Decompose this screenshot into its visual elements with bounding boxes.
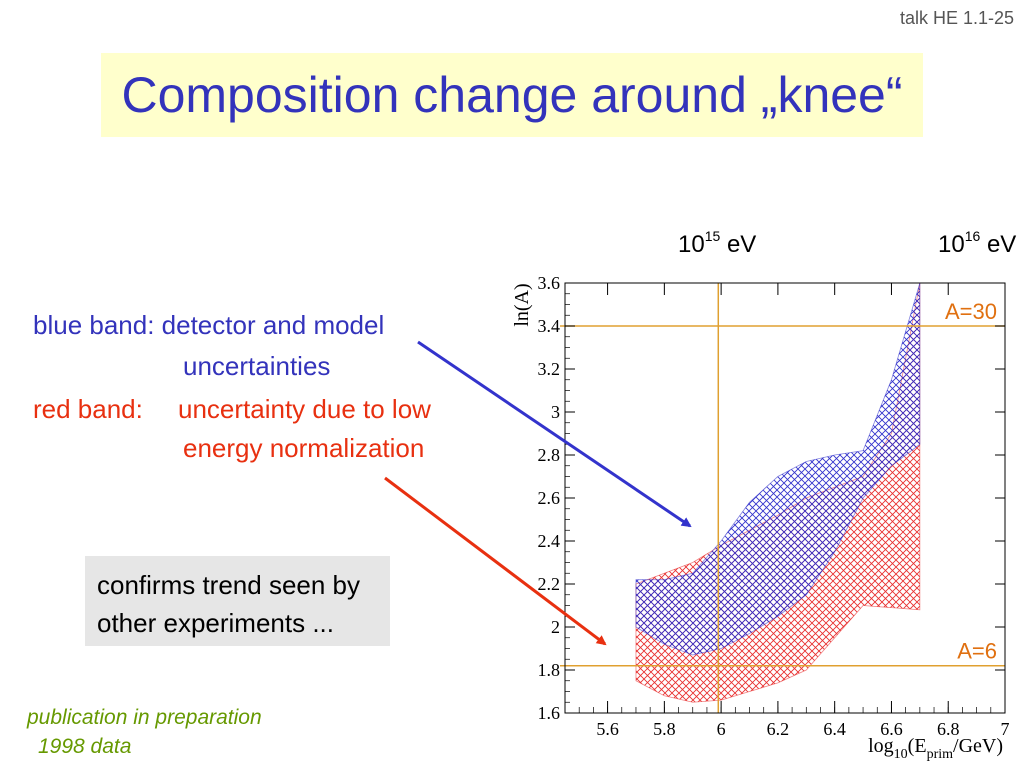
y-tick-label: 2.2 (538, 574, 561, 594)
blue-arrow (417, 340, 692, 528)
x-tick-label: 7 (1001, 719, 1010, 739)
y-tick-label: 3.4 (538, 316, 561, 336)
y-tick-label: 1.8 (538, 660, 561, 680)
energy-label-1e15: 1015 eV (678, 228, 757, 259)
energy-label-1e16: 1016 eV (938, 228, 1017, 259)
y-tick-label: 2.4 (538, 531, 561, 551)
y-tick-label: 2.6 (538, 488, 561, 508)
y-tick-label: 3.2 (538, 359, 561, 379)
publication-line-2: 1998 data (38, 735, 132, 758)
red-band-continuation: energy normalization (183, 433, 425, 463)
y-tick-label: 2.8 (538, 445, 561, 465)
note-line-1: confirms trend seen by (97, 570, 361, 600)
energy-unit-15: eV (726, 231, 757, 258)
energy-unit-16: eV (986, 231, 1017, 258)
mass-reference-label: A=30 (945, 299, 997, 324)
y-tick-label: 3 (551, 402, 560, 422)
x-tick-label: 6.2 (767, 719, 790, 739)
x-tick-label: 6.6 (880, 719, 903, 739)
energy-exp-15: 15 (704, 228, 721, 244)
talk-id: talk HE 1.1-25 (899, 8, 1014, 28)
x-tick-label: 6 (717, 719, 726, 739)
y-tick-label: 1.6 (538, 703, 561, 723)
publication-line-1: publication in preparation (27, 706, 262, 729)
page-title: Composition change around „knee“ (121, 67, 903, 123)
note-box: confirms trend seen by other experiments… (85, 556, 390, 646)
y-tick-label: 2 (551, 617, 560, 637)
red-arrow (384, 476, 607, 646)
y-axis-label: ln(A) (511, 283, 533, 326)
x-tick-label: 5.8 (653, 719, 676, 739)
red-band-label: red band: (33, 394, 143, 424)
red-band-text: uncertainty due to low (178, 394, 431, 424)
energy-base-16: 10 (938, 231, 965, 258)
blue-band (635, 282, 921, 656)
x-axis-label: log10(Eprim/GeV) (868, 735, 1003, 762)
energy-base-15: 10 (678, 231, 705, 258)
x-tick-label: 6.4 (823, 719, 846, 739)
y-tick-label: 3.6 (538, 273, 561, 293)
energy-exp-16: 16 (964, 228, 981, 244)
mass-reference-label: A=6 (957, 639, 997, 664)
note-line-2: other experiments ... (97, 608, 334, 638)
title-banner: Composition change around „knee“ (101, 53, 923, 137)
blue-band-continuation: uncertainties (183, 351, 331, 381)
x-tick-label: 6.8 (937, 719, 960, 739)
blue-band-label: blue band: detector and model (33, 310, 385, 340)
x-tick-label: 5.6 (596, 719, 619, 739)
